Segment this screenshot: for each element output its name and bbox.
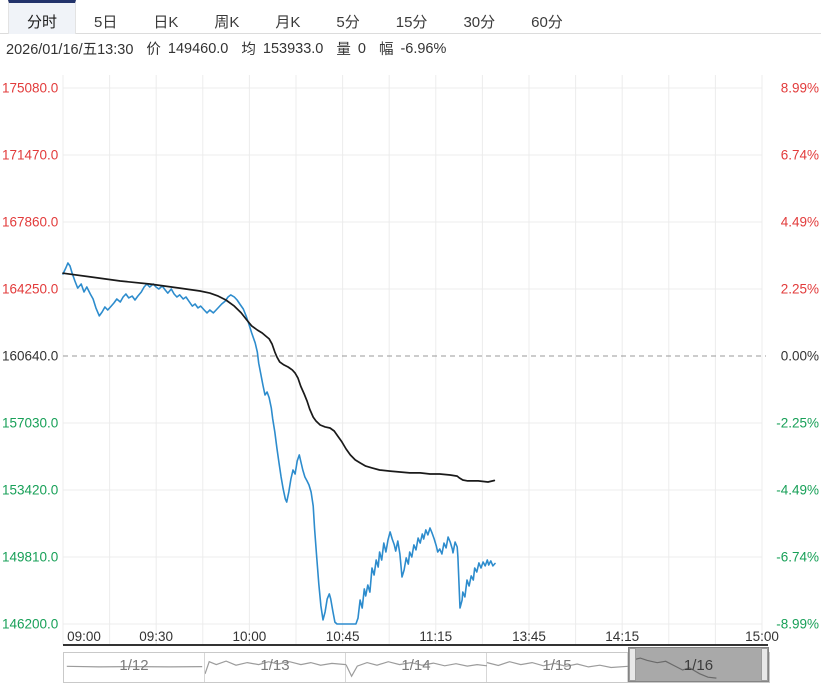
time-tick-label: 14:15 (605, 629, 639, 644)
percent-axis-label: -4.49% (776, 483, 819, 498)
date-navigator: 1/12 1/13 1/14 1/15 1/16 (63, 647, 770, 683)
price-axis-label: 171470.0 (2, 148, 58, 163)
quote-info-bar: 2026/01/16/五13:30 价 149460.0 均 153933.0 … (0, 34, 821, 63)
nav-sparkline (66, 665, 203, 668)
percent-axis-label: 2.25% (781, 282, 819, 297)
volume-value: 0 (357, 40, 366, 57)
percent-axis-label: 0.00% (781, 349, 819, 364)
percent-axis-label: 4.49% (781, 215, 819, 230)
percent-axis-label: 6.74% (781, 148, 819, 163)
time-tick-label: 09:30 (139, 629, 173, 644)
intraday-chart[interactable]: 175080.0 8.99% 171470.0 6.74% 167860.0 4.49% 1… (0, 62, 821, 652)
horizontal-gridlines (63, 87, 766, 625)
price-axis-label: 153420.0 (2, 483, 58, 498)
price-axis-label: 157030.0 (2, 416, 58, 431)
price-axis-label: 175080.0 (2, 81, 58, 96)
price-axis-label: 160640.0 (2, 349, 58, 364)
price-axis-label: 167860.0 (2, 215, 58, 230)
change-label: 幅 (378, 42, 394, 58)
avg-value: 153933.0 (262, 40, 324, 57)
time-tick-label: 09:00 (67, 629, 101, 644)
percent-axis-label: -2.25% (776, 416, 819, 431)
tab-period-1[interactable]: 5日 (94, 14, 118, 31)
time-tick-label: 10:00 (233, 629, 267, 644)
tab-period-4[interactable]: 月K (275, 14, 301, 31)
tab-period-5[interactable]: 5分 (336, 14, 360, 31)
price-value: 149460.0 (167, 40, 229, 57)
nav-day-1-13[interactable]: 1/13 (205, 653, 346, 682)
price-axis-label: 164250.0 (2, 282, 58, 297)
nav-day-1-14[interactable]: 1/14 (346, 653, 487, 682)
nav-range-handle-right[interactable] (761, 648, 768, 681)
nav-day-1-12[interactable]: 1/12 (64, 653, 205, 682)
tab-period-6[interactable]: 15分 (395, 14, 428, 31)
nav-sparkline (633, 657, 717, 679)
percent-axis-label: -6.74% (776, 550, 819, 565)
price-line (62, 262, 496, 625)
nav-sparkline (205, 660, 346, 675)
price-label: 价 (146, 42, 161, 58)
avg-label: 均 (241, 42, 256, 58)
price-axis-label: 146200.0 (2, 617, 58, 632)
tab-period-2[interactable]: 日K (153, 14, 179, 31)
average-line (62, 272, 496, 483)
nav-day-1-16[interactable]: 1/16 (628, 647, 769, 682)
time-tick-label: 10:45 (326, 629, 360, 644)
time-tick-label: 11:15 (419, 629, 452, 644)
nav-day-1-15[interactable]: 1/15 (487, 653, 628, 682)
y-axis-labels: 175080.0 8.99% 171470.0 6.74% 167860.0 4.49% 1… (2, 81, 819, 632)
intraday-chart-canvas[interactable]: 175080.0 8.99% 171470.0 6.74% 167860.0 4.49% 1… (0, 62, 821, 652)
change-value: -6.96% (400, 40, 447, 57)
nav-range-handle-left[interactable] (629, 648, 636, 681)
time-tick-label: 15:00 (745, 629, 779, 644)
price-axis-label: 149810.0 (2, 550, 58, 565)
x-axis-labels: 09:00 09:30 10:00 10:45 11:15 13:45 14:15 15:00 (67, 629, 779, 644)
tab-period-7[interactable]: 30分 (463, 14, 496, 31)
time-tick-label: 13:45 (512, 629, 546, 644)
tab-period-3[interactable]: 周K (214, 14, 240, 31)
vertical-gridlines (62, 75, 763, 645)
volume-label: 量 (336, 42, 351, 58)
nav-sparkline (487, 661, 628, 669)
tab-period-0[interactable]: 分时 (8, 0, 77, 34)
quote-datetime: 2026/01/16/五13:30 (6, 42, 134, 58)
percent-axis-label: 8.99% (781, 81, 819, 96)
nav-sparkline (346, 661, 487, 678)
period-tab-bar: 分时 5日 日K 周K 月K 5分 15分 30分 60分 (0, 0, 821, 34)
percent-axis-label: -8.99% (776, 617, 819, 632)
tab-period-8[interactable]: 60分 (531, 14, 563, 31)
